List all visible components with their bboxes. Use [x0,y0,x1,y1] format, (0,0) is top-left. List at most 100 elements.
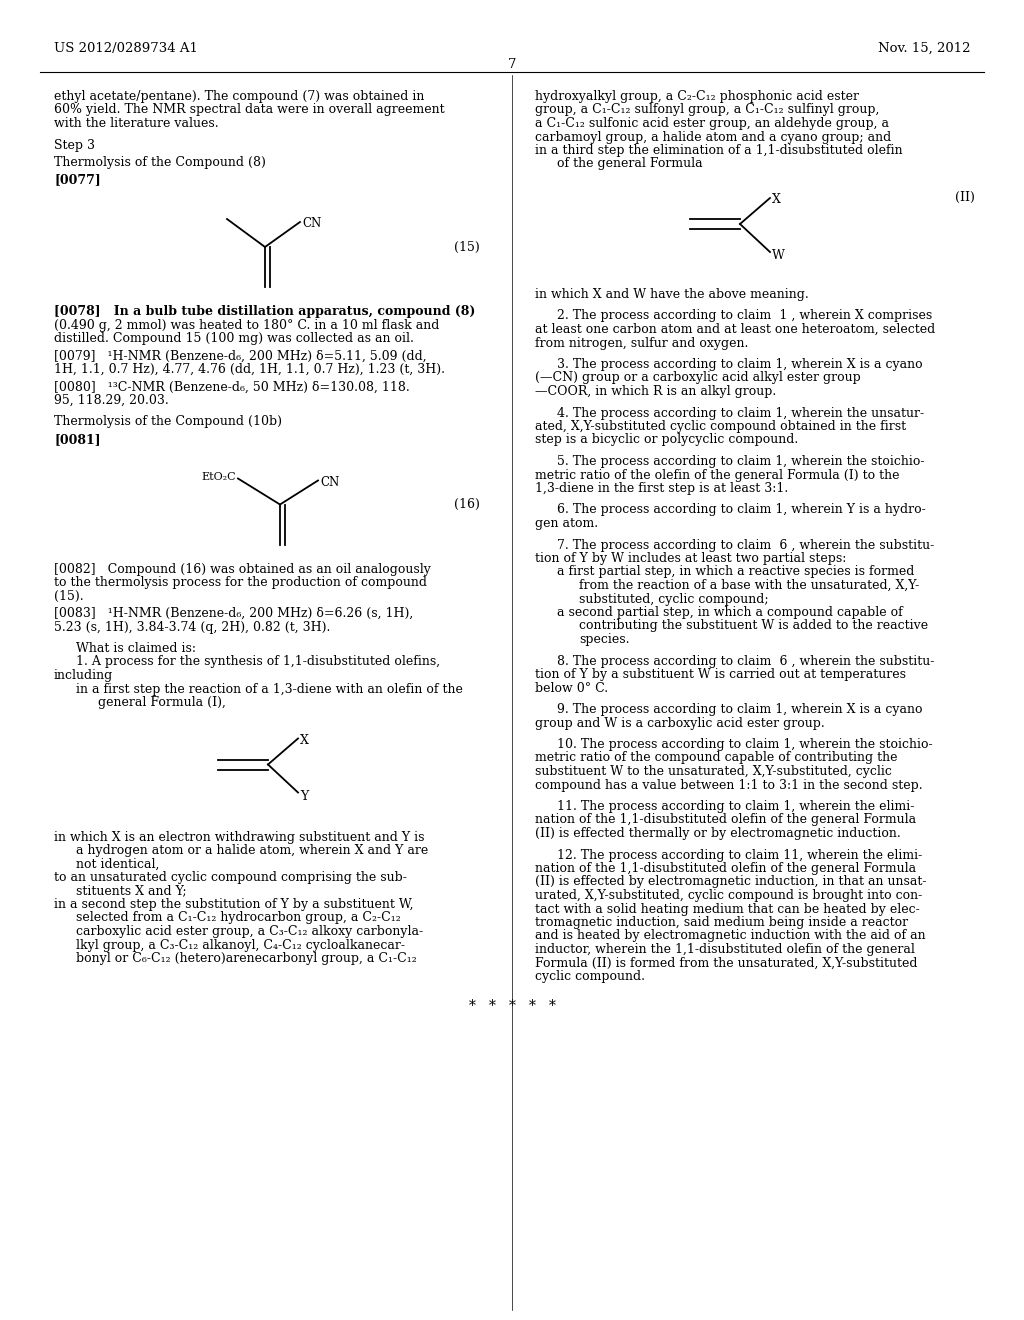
Text: below 0° C.: below 0° C. [535,681,608,694]
Text: What is claimed is:: What is claimed is: [76,642,196,655]
Text: (—CN) group or a carboxylic acid alkyl ester group: (—CN) group or a carboxylic acid alkyl e… [535,371,861,384]
Text: EtO₂C: EtO₂C [202,473,236,483]
Text: in which X is an electron withdrawing substituent and Y is: in which X is an electron withdrawing su… [54,830,425,843]
Text: of the general Formula: of the general Formula [557,157,702,170]
Text: a second partial step, in which a compound capable of: a second partial step, in which a compou… [557,606,903,619]
Text: selected from a C₁-C₁₂ hydrocarbon group, a C₂-C₁₂: selected from a C₁-C₁₂ hydrocarbon group… [76,912,400,924]
Text: [0082]   Compound (16) was obtained as an oil analogously: [0082] Compound (16) was obtained as an … [54,562,431,576]
Text: X: X [300,734,309,747]
Text: (15): (15) [455,240,480,253]
Text: from the reaction of a base with the unsaturated, X,Y-: from the reaction of a base with the uns… [579,579,920,591]
Text: including: including [54,669,114,682]
Text: ethyl acetate/pentane). The compound (7) was obtained in: ethyl acetate/pentane). The compound (7)… [54,90,424,103]
Text: *   *   *   *   *: * * * * * [469,999,555,1014]
Text: tact with a solid heating medium that can be heated by elec-: tact with a solid heating medium that ca… [535,903,920,916]
Text: [0080]   ¹³C-NMR (Benzene-d₆, 50 MHz) δ=130.08, 118.: [0080] ¹³C-NMR (Benzene-d₆, 50 MHz) δ=13… [54,380,410,393]
Text: distilled. Compound 15 (100 mg) was collected as an oil.: distilled. Compound 15 (100 mg) was coll… [54,333,414,345]
Text: 11. The process according to claim 1, wherein the elimi-: 11. The process according to claim 1, wh… [557,800,914,813]
Text: lkyl group, a C₃-C₁₂ alkanoyl, C₄-C₁₂ cycloalkanecar-: lkyl group, a C₃-C₁₂ alkanoyl, C₄-C₁₂ cy… [76,939,406,952]
Text: Step 3: Step 3 [54,139,95,152]
Text: and is heated by electromagnetic induction with the aid of an: and is heated by electromagnetic inducti… [535,929,926,942]
Text: 5. The process according to claim 1, wherein the stoichio-: 5. The process according to claim 1, whe… [557,455,925,469]
Text: Formula (II) is formed from the unsaturated, X,Y-substituted: Formula (II) is formed from the unsatura… [535,957,918,969]
Text: at least one carbon atom and at least one heteroatom, selected: at least one carbon atom and at least on… [535,323,935,337]
Text: from nitrogen, sulfur and oxygen.: from nitrogen, sulfur and oxygen. [535,337,749,350]
Text: (16): (16) [454,498,480,511]
Text: nation of the 1,1-disubstituted olefin of the general Formula: nation of the 1,1-disubstituted olefin o… [535,813,916,826]
Text: Thermolysis of the Compound (10b): Thermolysis of the Compound (10b) [54,416,282,429]
Text: 1. A process for the synthesis of 1,1-disubstituted olefins,: 1. A process for the synthesis of 1,1-di… [76,656,440,668]
Text: X: X [772,193,781,206]
Text: contributing the substituent W is added to the reactive: contributing the substituent W is added … [579,619,928,632]
Text: gen atom.: gen atom. [535,517,598,531]
Text: 12. The process according to claim 11, wherein the elimi-: 12. The process according to claim 11, w… [557,849,923,862]
Text: substituted, cyclic compound;: substituted, cyclic compound; [579,593,769,606]
Text: (II) is effected thermally or by electromagnetic induction.: (II) is effected thermally or by electro… [535,828,901,840]
Text: US 2012/0289734 A1: US 2012/0289734 A1 [54,42,198,55]
Text: 7. The process according to claim ⁠ 6⁠ , wherein the substitu-: 7. The process according to claim ⁠ 6⁠ ,… [557,539,934,552]
Text: 9. The process according to claim 1, wherein X is a cyano: 9. The process according to claim 1, whe… [557,704,923,715]
Text: a hydrogen atom or a halide atom, wherein X and Y are: a hydrogen atom or a halide atom, wherei… [76,843,428,857]
Text: a C₁-C₁₂ sulfonic acid ester group, an aldehyde group, a: a C₁-C₁₂ sulfonic acid ester group, an a… [535,117,889,129]
Text: metric ratio of the olefin of the general Formula (I) to the: metric ratio of the olefin of the genera… [535,469,899,482]
Text: tion of Y by a substituent W is carried out at temperatures: tion of Y by a substituent W is carried … [535,668,906,681]
Text: species.: species. [579,634,630,645]
Text: stituents X and Y;: stituents X and Y; [76,884,186,898]
Text: W: W [772,249,784,261]
Text: 60% yield. The NMR spectral data were in overall agreement: 60% yield. The NMR spectral data were in… [54,103,444,116]
Text: 4. The process according to claim 1, wherein the unsatur-: 4. The process according to claim 1, whe… [557,407,924,420]
Text: [0077]: [0077] [54,173,100,186]
Text: (II): (II) [955,191,975,205]
Text: to an unsaturated cyclic compound comprising the sub-: to an unsaturated cyclic compound compri… [54,871,407,884]
Text: 7: 7 [508,58,516,71]
Text: ated, X,Y-substituted cyclic compound obtained in the first: ated, X,Y-substituted cyclic compound ob… [535,420,906,433]
Text: (0.490 g, 2 mmol) was heated to 180° C. in a 10 ml flask and: (0.490 g, 2 mmol) was heated to 180° C. … [54,318,439,331]
Text: in which X and W have the above meaning.: in which X and W have the above meaning. [535,288,809,301]
Text: substituent W to the unsaturated, X,Y-substituted, cyclic: substituent W to the unsaturated, X,Y-su… [535,766,892,777]
Text: step is a bicyclic or polycyclic compound.: step is a bicyclic or polycyclic compoun… [535,433,799,446]
Text: 5.23 (s, 1H), 3.84-3.74 (q, 2H), 0.82 (t, 3H).: 5.23 (s, 1H), 3.84-3.74 (q, 2H), 0.82 (t… [54,620,331,634]
Text: 10. The process according to claim 1, wherein the stoichio-: 10. The process according to claim 1, wh… [557,738,933,751]
Text: carboxylic acid ester group, a C₃-C₁₂ alkoxy carbonyla-: carboxylic acid ester group, a C₃-C₁₂ al… [76,925,423,939]
Text: tromagnetic induction, said medium being inside a reactor: tromagnetic induction, said medium being… [535,916,908,929]
Text: inductor, wherein the 1,1-disubstituted olefin of the general: inductor, wherein the 1,1-disubstituted … [535,942,914,956]
Text: (15).: (15). [54,590,84,602]
Text: [0081]: [0081] [54,433,100,446]
Text: Nov. 15, 2012: Nov. 15, 2012 [878,42,970,55]
Text: [0078]   In a bulb tube distillation apparatus, compound (8): [0078] In a bulb tube distillation appar… [54,305,475,318]
Text: urated, X,Y-substituted, cyclic compound is brought into con-: urated, X,Y-substituted, cyclic compound… [535,888,923,902]
Text: in a second step the substitution of Y by a substituent W,: in a second step the substitution of Y b… [54,898,414,911]
Text: metric ratio of the compound capable of contributing the: metric ratio of the compound capable of … [535,751,897,764]
Text: nation of the 1,1-disubstituted olefin of the general Formula: nation of the 1,1-disubstituted olefin o… [535,862,916,875]
Text: in a first step the reaction of a 1,3-diene with an olefin of the: in a first step the reaction of a 1,3-di… [76,682,463,696]
Text: 8. The process according to claim ⁠ 6⁠ , wherein the substitu-: 8. The process according to claim ⁠ 6⁠ ,… [557,655,934,668]
Text: tion of Y by W includes at least two partial steps:: tion of Y by W includes at least two par… [535,552,847,565]
Text: 6. The process according to claim 1, wherein Y is a hydro-: 6. The process according to claim 1, whe… [557,503,926,516]
Text: 2. The process according to claim ⁠ 1⁠ , wherein X comprises: 2. The process according to claim ⁠ 1⁠ ,… [557,309,932,322]
Text: —COOR, in which R is an alkyl group.: —COOR, in which R is an alkyl group. [535,385,776,399]
Text: to the thermolysis process for the production of compound: to the thermolysis process for the produ… [54,576,427,589]
Text: CN: CN [302,216,322,230]
Text: hydroxyalkyl group, a C₂-C₁₂ phosphonic acid ester: hydroxyalkyl group, a C₂-C₁₂ phosphonic … [535,90,859,103]
Text: with the literature values.: with the literature values. [54,117,219,129]
Text: 3. The process according to claim 1, wherein X is a cyano: 3. The process according to claim 1, whe… [557,358,923,371]
Text: group, a C₁-C₁₂ sulfonyl group, a C₁-C₁₂ sulfinyl group,: group, a C₁-C₁₂ sulfonyl group, a C₁-C₁₂… [535,103,880,116]
Text: 1H, 1.1, 0.7 Hz), 4.77, 4.76 (dd, 1H, 1.1, 0.7 Hz), 1.23 (t, 3H).: 1H, 1.1, 0.7 Hz), 4.77, 4.76 (dd, 1H, 1.… [54,363,445,376]
Text: (II) is effected by electromagnetic induction, in that an unsat-: (II) is effected by electromagnetic indu… [535,875,927,888]
Text: group and W is a carboxylic acid ester group.: group and W is a carboxylic acid ester g… [535,717,824,730]
Text: a first partial step, in which a reactive species is formed: a first partial step, in which a reactiv… [557,565,914,578]
Text: bonyl or C₆-C₁₂ (hetero)arenecarbonyl group, a C₁-C₁₂: bonyl or C₆-C₁₂ (hetero)arenecarbonyl gr… [76,952,417,965]
Text: not identical,: not identical, [76,858,160,870]
Text: [0083]   ¹H-NMR (Benzene-d₆, 200 MHz) δ=6.26 (s, 1H),: [0083] ¹H-NMR (Benzene-d₆, 200 MHz) δ=6.… [54,607,414,620]
Text: compound has a value between 1:1 to 3:1 in the second step.: compound has a value between 1:1 to 3:1 … [535,779,923,792]
Text: 95, 118.29, 20.03.: 95, 118.29, 20.03. [54,393,169,407]
Text: carbamoyl group, a halide atom and a cyano group; and: carbamoyl group, a halide atom and a cya… [535,131,891,144]
Text: 1,3-diene in the first step is at least 3:1.: 1,3-diene in the first step is at least … [535,482,788,495]
Text: in a third step the elimination of a 1,1-disubstituted olefin: in a third step the elimination of a 1,1… [535,144,902,157]
Text: general Formula (I),: general Formula (I), [98,696,226,709]
Text: Thermolysis of the Compound (8): Thermolysis of the Compound (8) [54,156,266,169]
Text: Y: Y [300,789,308,803]
Text: CN: CN [319,475,339,488]
Text: cyclic compound.: cyclic compound. [535,970,645,983]
Text: [0079]   ¹H-NMR (Benzene-d₆, 200 MHz) δ=5.11, 5.09 (dd,: [0079] ¹H-NMR (Benzene-d₆, 200 MHz) δ=5.… [54,350,427,363]
